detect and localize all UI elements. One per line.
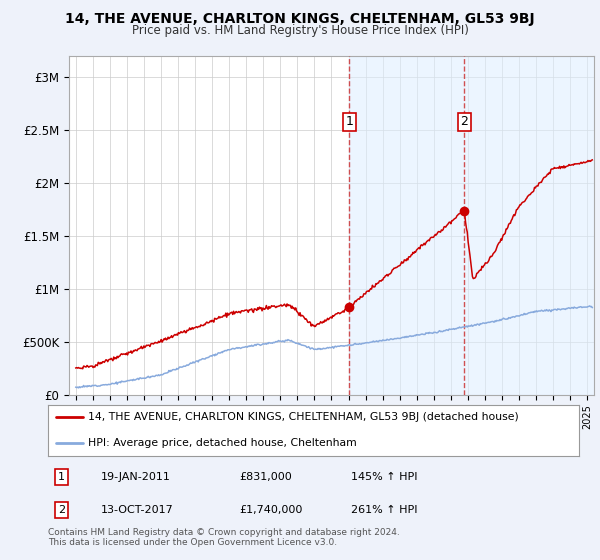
Text: £831,000: £831,000 — [239, 472, 292, 482]
Text: 261% ↑ HPI: 261% ↑ HPI — [350, 505, 417, 515]
Text: Price paid vs. HM Land Registry's House Price Index (HPI): Price paid vs. HM Land Registry's House … — [131, 24, 469, 36]
Text: 13-OCT-2017: 13-OCT-2017 — [101, 505, 174, 515]
Text: 19-JAN-2011: 19-JAN-2011 — [101, 472, 171, 482]
Text: 14, THE AVENUE, CHARLTON KINGS, CHELTENHAM, GL53 9BJ: 14, THE AVENUE, CHARLTON KINGS, CHELTENH… — [65, 12, 535, 26]
Text: HPI: Average price, detached house, Cheltenham: HPI: Average price, detached house, Chel… — [88, 438, 356, 448]
Text: 1: 1 — [58, 472, 65, 482]
Text: 2: 2 — [460, 115, 468, 128]
Text: 2: 2 — [58, 505, 65, 515]
Text: £1,740,000: £1,740,000 — [239, 505, 302, 515]
Bar — [349, 56, 600, 395]
Text: 145% ↑ HPI: 145% ↑ HPI — [350, 472, 417, 482]
Text: Contains HM Land Registry data © Crown copyright and database right 2024.
This d: Contains HM Land Registry data © Crown c… — [48, 528, 400, 547]
Text: 1: 1 — [346, 115, 353, 128]
Text: 14, THE AVENUE, CHARLTON KINGS, CHELTENHAM, GL53 9BJ (detached house): 14, THE AVENUE, CHARLTON KINGS, CHELTENH… — [88, 412, 518, 422]
